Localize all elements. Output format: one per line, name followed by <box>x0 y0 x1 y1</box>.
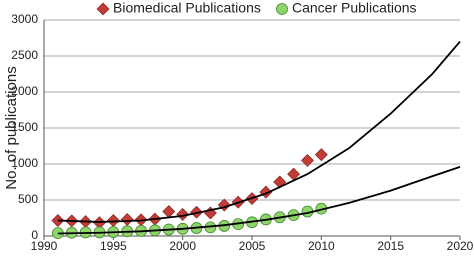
y-tick-label: 2000 <box>11 84 38 98</box>
data-point <box>301 153 314 167</box>
trend-line <box>57 41 461 223</box>
legend-marker <box>276 3 288 15</box>
legend-label: Biomedical Publications <box>113 0 261 16</box>
y-tick-label: 0 <box>31 228 38 242</box>
trend-line <box>57 166 461 235</box>
y-tick-label: 1000 <box>11 156 38 170</box>
y-tick-label: 2500 <box>11 48 38 62</box>
data-point <box>176 207 190 221</box>
legend-label: Cancer Publications <box>292 0 417 16</box>
data-point <box>314 148 328 162</box>
x-tick-label: 2020 <box>447 239 474 253</box>
y-tick-label: 500 <box>18 192 38 206</box>
x-tick-label: 1990 <box>31 239 58 253</box>
legend-marker <box>96 2 110 16</box>
x-tick-label: 1995 <box>100 239 127 253</box>
data-point <box>162 205 176 218</box>
y-tick-label: 1500 <box>11 120 38 134</box>
x-tick-label: 2005 <box>239 239 266 253</box>
y-axis-title: No. of publications <box>3 66 20 189</box>
data-point <box>120 213 134 226</box>
x-tick-label: 2015 <box>377 239 404 253</box>
x-tick-label: 2000 <box>169 239 196 253</box>
y-tick-label: 3000 <box>11 12 38 26</box>
x-tick-label: 2010 <box>308 239 335 253</box>
